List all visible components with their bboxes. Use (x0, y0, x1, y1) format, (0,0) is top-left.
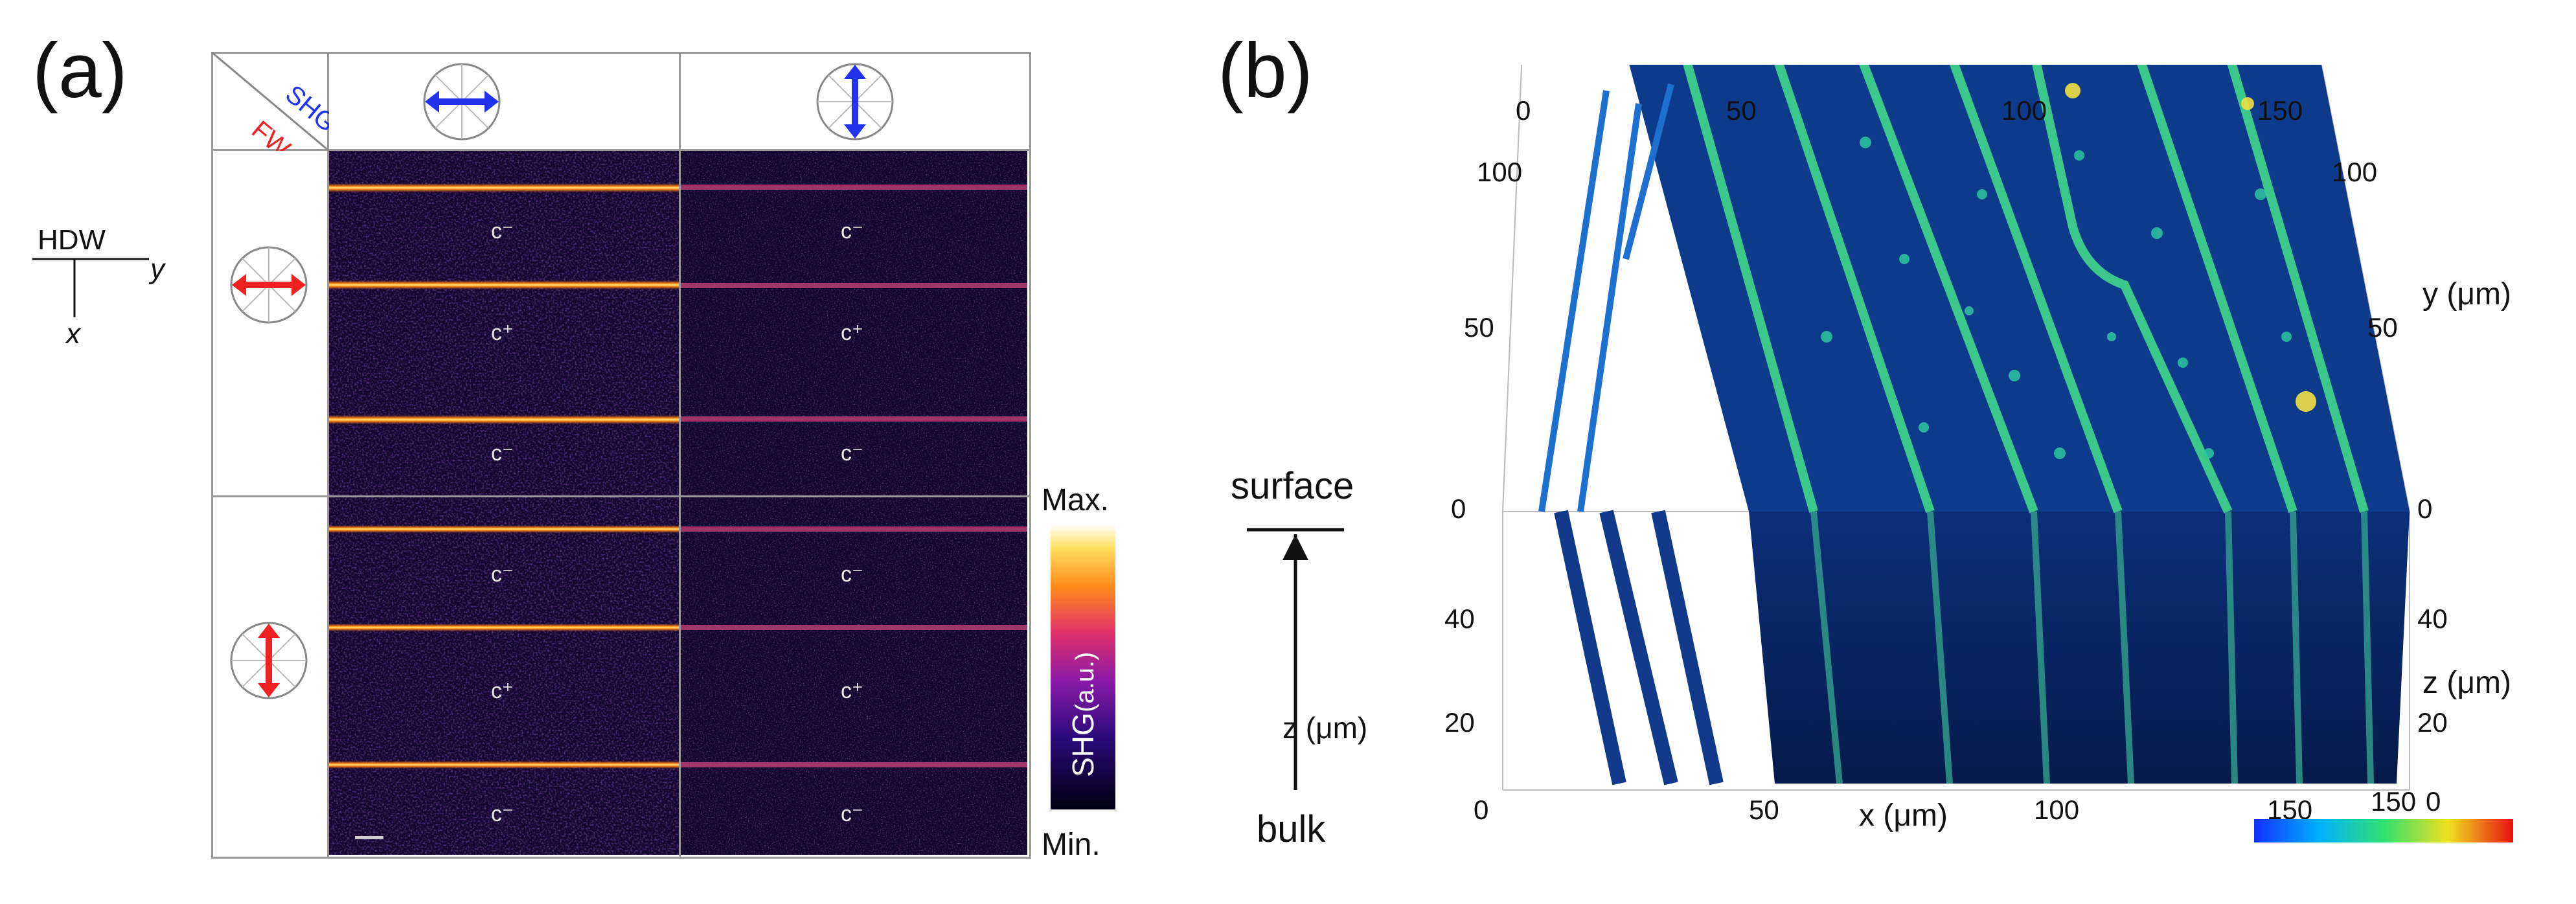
shg-image-grid: c⁻ c⁺ c⁻ c⁻ c⁺ c⁻ c⁻ c⁺ c⁻ c⁻ c⁺ c⁻ (329, 151, 1027, 855)
y-tick-right: 100 (2332, 157, 2377, 187)
domain-wall (329, 624, 679, 631)
domain-label: c⁻ (841, 219, 863, 243)
column-divider (679, 52, 681, 857)
domain-wall (329, 183, 679, 192)
domain-label: c⁺ (491, 321, 514, 345)
domain-label: c⁻ (841, 562, 863, 587)
domain-wall (329, 525, 679, 533)
domain-wall (329, 280, 679, 289)
fw-vertical-polarization-icon (230, 622, 308, 699)
x-axis-title-bottom: x (μm) (1859, 798, 1948, 833)
label-column-divider (327, 52, 329, 857)
colorbar-min-value: 0 (2426, 786, 2441, 817)
y-tick-left: 100 (1477, 157, 1522, 187)
domain-wall (681, 283, 1027, 288)
x-tick-top: 0 (1516, 95, 1531, 126)
row-divider (211, 495, 1029, 497)
x-tick-top: 50 (1726, 95, 1757, 126)
domain-label: c⁺ (841, 679, 863, 703)
shg-horizontal-polarization-icon (423, 63, 501, 141)
x-tick-bottom: 0 (1474, 795, 1488, 825)
domain-label: c⁻ (491, 802, 514, 826)
colorbar-max-label: Max. (1042, 483, 1109, 517)
z-tick-left: 20 (1444, 707, 1475, 738)
z-tick-left: 40 (1444, 604, 1475, 634)
panel-a-frame (211, 52, 1031, 859)
fw-header-label: FW (246, 115, 295, 151)
domain-label: c⁺ (491, 679, 514, 703)
domain-label: c⁻ (491, 219, 514, 243)
z-axis-title-left: z (μm) (1282, 711, 1367, 745)
colorbar-gradient (1051, 525, 1115, 809)
colorbar-min-label: Min. (1042, 828, 1100, 862)
domain-wall (681, 625, 1027, 630)
domain-wall (681, 185, 1027, 190)
domain-wall (329, 761, 679, 769)
z-tick-right: 40 (2417, 604, 2448, 634)
y-tick-right: 50 (2367, 312, 2398, 343)
x-axis-letter: x (65, 318, 82, 350)
surface-front (1749, 512, 2410, 784)
y-tick-left: 50 (1464, 312, 1494, 343)
domain-label: c⁺ (841, 321, 863, 345)
fw-horizontal-polarization-icon (230, 246, 308, 324)
colorbar-unit: (a.u.) (1071, 652, 1099, 712)
domain-wall (681, 762, 1027, 767)
shg-colorbar: Max. SHG (a.u.) Min. (1042, 483, 1115, 862)
bulk-label: bulk (1257, 808, 1326, 850)
surface-label: surface (1231, 465, 1354, 507)
volume-rendering-3d: x (μm) x (μm) y (μm) y (μm) z (μm) 0 50 … (1444, 65, 2513, 842)
panel-a-label: (a) (32, 27, 128, 114)
x-tick-top: 100 (2001, 95, 2047, 126)
x-tick-top: 150 (2257, 95, 2303, 126)
panel-b-label: (b) (1218, 27, 1313, 114)
y-tick-right: 0 (2417, 493, 2432, 524)
z-axis-title-right: z (μm) (2422, 666, 2511, 700)
corner-cell: SHG FW (211, 52, 329, 151)
shg-vertical-polarization-icon (816, 63, 894, 141)
surface-top (1629, 65, 2410, 512)
x-tick-bottom: 50 (1749, 795, 1779, 825)
z-tick-right: 20 (2417, 707, 2448, 738)
x-tick-bottom: 100 (2034, 795, 2079, 825)
depth-indicator: surface z (μm) bulk (1231, 465, 1367, 850)
hdw-label: HDW (38, 224, 106, 256)
scale-bar (355, 836, 383, 839)
orientation-axes-inset: HDW y x (32, 224, 166, 350)
y-axis-title-right: y (μm) (2422, 277, 2511, 311)
domain-label: c⁻ (491, 562, 514, 587)
domain-label: c⁻ (491, 441, 514, 466)
colorbar-max-value: 150 (2371, 786, 2416, 817)
domain-label: c⁻ (841, 441, 863, 466)
header-divider (211, 149, 1029, 151)
y-axis-letter: y (148, 253, 166, 285)
domain-wall (329, 415, 679, 424)
colorbar-title: SHG (1066, 712, 1100, 777)
domain-wall (681, 526, 1027, 532)
depth-colorbar (2254, 819, 2513, 842)
domain-wall (681, 416, 1027, 422)
domain-label: c⁻ (841, 802, 863, 826)
y-tick-left: 0 (1451, 493, 1466, 524)
